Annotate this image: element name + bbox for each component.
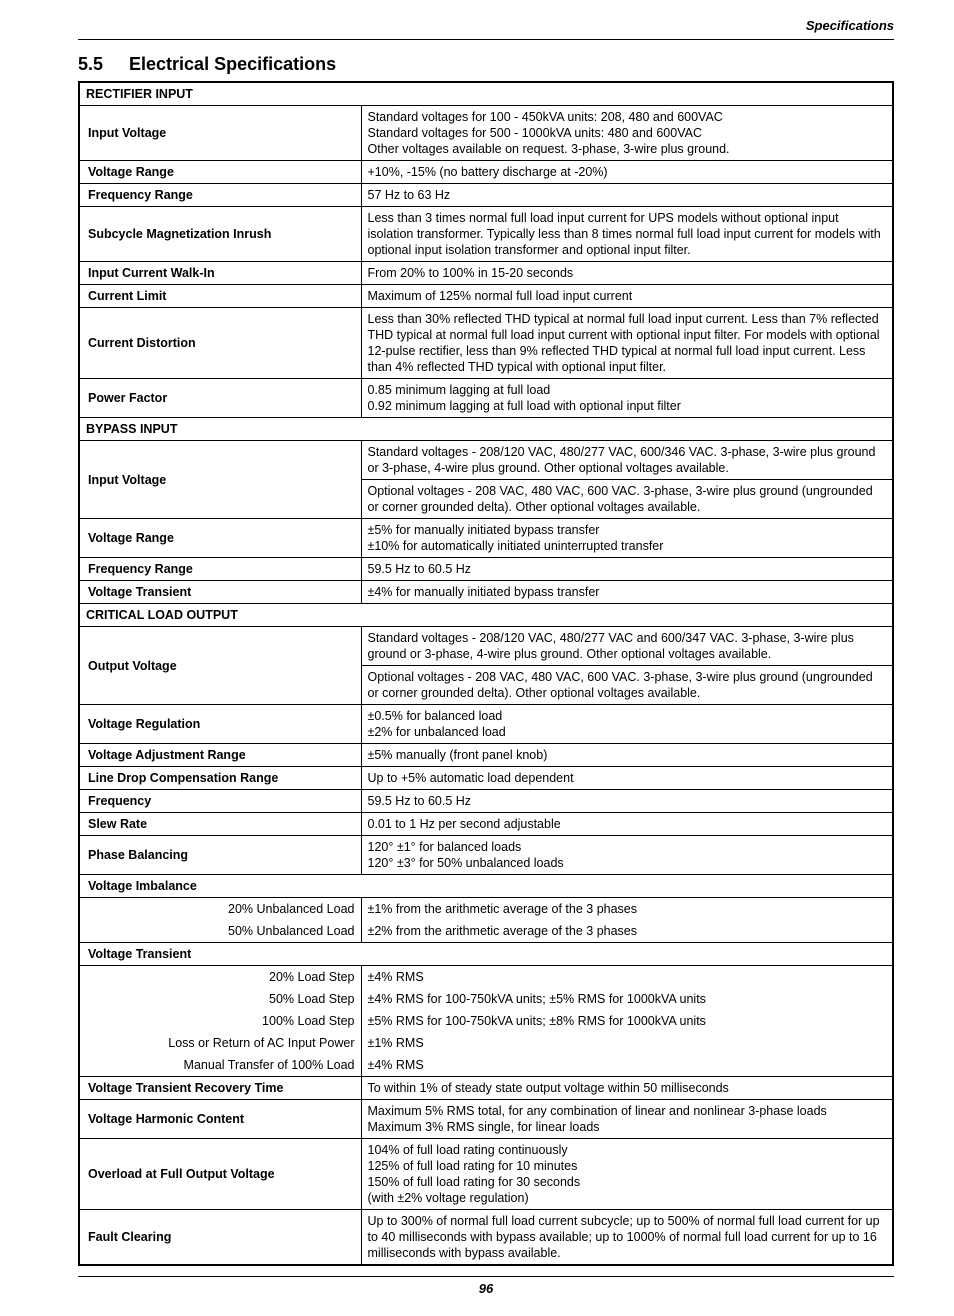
row-label: Slew Rate	[79, 813, 361, 836]
row-value: 57 Hz to 63 Hz	[361, 184, 893, 207]
row-label: Voltage Range	[79, 519, 361, 558]
row-value: Optional voltages - 208 VAC, 480 VAC, 60…	[361, 666, 893, 705]
row-value: Optional voltages - 208 VAC, 480 VAC, 60…	[361, 480, 893, 519]
row-value: ±4% RMS	[361, 966, 893, 989]
row-value: 0.85 minimum lagging at full load 0.92 m…	[361, 379, 893, 418]
rectifier-header: RECTIFIER INPUT	[79, 82, 893, 106]
row-label: 100% Load Step	[79, 1010, 361, 1032]
row-value: ±2% from the arithmetic average of the 3…	[361, 920, 893, 943]
row-label: Subcycle Magnetization Inrush	[79, 207, 361, 262]
row-label: 20% Unbalanced Load	[79, 898, 361, 921]
row-value: ±4% RMS for 100-750kVA units; ±5% RMS fo…	[361, 988, 893, 1010]
row-value: Standard voltages for 100 - 450kVA units…	[361, 106, 893, 161]
row-value: Maximum 5% RMS total, for any combinatio…	[361, 1100, 893, 1139]
row-value: Up to +5% automatic load dependent	[361, 767, 893, 790]
row-label: Phase Balancing	[79, 836, 361, 875]
section-title: 5.5 Electrical Specifications	[78, 54, 894, 75]
row-value: 120° ±1° for balanced loads 120° ±3° for…	[361, 836, 893, 875]
row-label: Line Drop Compensation Range	[79, 767, 361, 790]
section-text: Electrical Specifications	[129, 54, 336, 74]
row-value: ±0.5% for balanced load ±2% for unbalanc…	[361, 705, 893, 744]
page-number: 96	[78, 1281, 894, 1296]
row-label: Voltage Transient Recovery Time	[79, 1077, 361, 1100]
row-label: Current Distortion	[79, 308, 361, 379]
row-value: Up to 300% of normal full load current s…	[361, 1210, 893, 1266]
row-label: Loss or Return of AC Input Power	[79, 1032, 361, 1054]
row-label: Overload at Full Output Voltage	[79, 1139, 361, 1210]
row-value: ±4% for manually initiated bypass transf…	[361, 581, 893, 604]
row-value: ±1% RMS	[361, 1032, 893, 1054]
footer-rule	[78, 1276, 894, 1277]
row-label: 50% Load Step	[79, 988, 361, 1010]
row-label: Frequency	[79, 790, 361, 813]
row-value: Standard voltages - 208/120 VAC, 480/277…	[361, 441, 893, 480]
row-value: From 20% to 100% in 15-20 seconds	[361, 262, 893, 285]
header-topright: Specifications	[78, 18, 894, 33]
row-label: 50% Unbalanced Load	[79, 920, 361, 943]
row-label: Output Voltage	[79, 627, 361, 705]
row-label: Voltage Transient	[79, 581, 361, 604]
row-value: 104% of full load rating continuously 12…	[361, 1139, 893, 1210]
row-value: ±4% RMS	[361, 1054, 893, 1077]
critical-header: CRITICAL LOAD OUTPUT	[79, 604, 893, 627]
row-value: ±5% RMS for 100-750kVA units; ±8% RMS fo…	[361, 1010, 893, 1032]
row-label: Power Factor	[79, 379, 361, 418]
row-value: 59.5 Hz to 60.5 Hz	[361, 558, 893, 581]
row-value: To within 1% of steady state output volt…	[361, 1077, 893, 1100]
row-value: ±1% from the arithmetic average of the 3…	[361, 898, 893, 921]
row-value: +10%, -15% (no battery discharge at -20%…	[361, 161, 893, 184]
row-label: Voltage Range	[79, 161, 361, 184]
row-label: Fault Clearing	[79, 1210, 361, 1266]
row-label: Input Voltage	[79, 441, 361, 519]
row-value: Maximum of 125% normal full load input c…	[361, 285, 893, 308]
row-label: Input Voltage	[79, 106, 361, 161]
row-label: Voltage Adjustment Range	[79, 744, 361, 767]
bypass-header: BYPASS INPUT	[79, 418, 893, 441]
row-label: 20% Load Step	[79, 966, 361, 989]
row-label: Current Limit	[79, 285, 361, 308]
row-value: ±5% for manually initiated bypass transf…	[361, 519, 893, 558]
row-value: Less than 30% reflected THD typical at n…	[361, 308, 893, 379]
row-label: Voltage Regulation	[79, 705, 361, 744]
spec-table: RECTIFIER INPUT Input Voltage Standard v…	[78, 81, 894, 1266]
row-value: ±5% manually (front panel knob)	[361, 744, 893, 767]
row-value: Less than 3 times normal full load input…	[361, 207, 893, 262]
row-label: Frequency Range	[79, 184, 361, 207]
section-number: 5.5	[78, 54, 124, 75]
voltage-imbalance-header: Voltage Imbalance	[79, 875, 893, 898]
row-label: Voltage Harmonic Content	[79, 1100, 361, 1139]
row-label: Frequency Range	[79, 558, 361, 581]
row-value: 0.01 to 1 Hz per second adjustable	[361, 813, 893, 836]
row-value: 59.5 Hz to 60.5 Hz	[361, 790, 893, 813]
row-label: Input Current Walk-In	[79, 262, 361, 285]
header-rule	[78, 39, 894, 40]
row-label: Manual Transfer of 100% Load	[79, 1054, 361, 1077]
row-value: Standard voltages - 208/120 VAC, 480/277…	[361, 627, 893, 666]
voltage-transient-header: Voltage Transient	[79, 943, 893, 966]
